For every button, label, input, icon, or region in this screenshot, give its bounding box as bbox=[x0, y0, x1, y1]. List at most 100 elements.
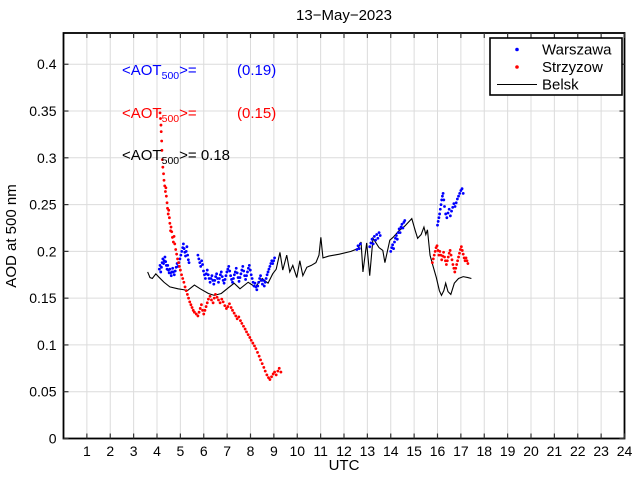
data-point bbox=[237, 279, 241, 283]
data-point bbox=[247, 264, 251, 267]
data-point bbox=[199, 264, 203, 268]
data-point bbox=[235, 271, 239, 275]
x-tick-label: 6 bbox=[200, 443, 208, 459]
data-point bbox=[435, 244, 439, 248]
data-point bbox=[169, 274, 173, 278]
chart-title: 13−May−2023 bbox=[296, 7, 392, 24]
data-point bbox=[377, 231, 381, 235]
data-point bbox=[248, 268, 252, 272]
warszawa-points bbox=[157, 187, 465, 292]
data-point bbox=[187, 261, 191, 265]
data-point bbox=[378, 234, 382, 237]
data-point bbox=[218, 273, 222, 277]
data-point bbox=[391, 243, 395, 247]
data-point bbox=[238, 276, 242, 279]
data-point bbox=[276, 369, 280, 373]
x-tick-label: 19 bbox=[500, 443, 516, 459]
data-point bbox=[277, 366, 281, 370]
data-point bbox=[163, 255, 167, 259]
data-point bbox=[190, 306, 194, 309]
data-point bbox=[161, 165, 165, 169]
data-point bbox=[401, 226, 405, 230]
data-point bbox=[395, 237, 399, 241]
data-point bbox=[259, 274, 262, 278]
data-point bbox=[450, 258, 454, 262]
data-point bbox=[239, 319, 242, 323]
data-point bbox=[452, 202, 456, 206]
data-point bbox=[455, 263, 459, 266]
x-tick-label: 22 bbox=[570, 443, 586, 459]
data-point bbox=[205, 268, 209, 272]
data-point bbox=[258, 277, 262, 280]
data-point bbox=[444, 263, 448, 266]
data-point bbox=[183, 285, 187, 289]
data-point bbox=[184, 289, 188, 293]
data-point bbox=[442, 198, 446, 202]
x-tick-label: 9 bbox=[270, 443, 278, 459]
data-point bbox=[185, 245, 189, 249]
data-point bbox=[253, 281, 257, 285]
data-point bbox=[279, 370, 283, 374]
data-point bbox=[232, 311, 236, 315]
data-point bbox=[265, 273, 269, 277]
data-point bbox=[257, 280, 261, 284]
data-point bbox=[181, 277, 185, 280]
data-point bbox=[370, 237, 374, 241]
data-point bbox=[436, 220, 440, 223]
data-point bbox=[196, 253, 200, 257]
data-point bbox=[389, 249, 393, 253]
data-point bbox=[198, 307, 202, 310]
aot-annotation: <AOT500>= 0.18 bbox=[122, 147, 230, 167]
data-point bbox=[226, 267, 230, 271]
data-point bbox=[262, 284, 266, 288]
y-tick-label: 0.25 bbox=[29, 197, 56, 213]
data-point bbox=[207, 297, 210, 301]
data-point bbox=[203, 308, 207, 312]
data-point bbox=[439, 203, 443, 206]
data-point bbox=[210, 274, 214, 278]
data-point bbox=[397, 227, 401, 231]
data-point bbox=[203, 277, 207, 280]
data-point bbox=[446, 255, 450, 259]
data-point bbox=[430, 261, 434, 265]
data-point bbox=[246, 266, 250, 270]
x-tick-label: 11 bbox=[313, 443, 328, 459]
data-point bbox=[200, 303, 203, 307]
y-tick-label: 0.4 bbox=[37, 56, 57, 72]
data-point bbox=[202, 312, 206, 316]
data-point bbox=[206, 273, 210, 277]
data-point bbox=[217, 280, 220, 284]
data-point bbox=[453, 270, 457, 274]
data-point bbox=[220, 297, 224, 301]
data-point bbox=[227, 264, 231, 268]
x-tick-label: 15 bbox=[406, 443, 422, 459]
data-point bbox=[398, 231, 402, 235]
data-point bbox=[159, 117, 162, 120]
data-point bbox=[167, 208, 171, 212]
data-point bbox=[443, 205, 446, 208]
x-tick-label: 2 bbox=[106, 443, 114, 459]
data-point bbox=[197, 257, 201, 261]
data-point bbox=[400, 222, 404, 226]
data-point bbox=[184, 254, 187, 258]
data-point bbox=[200, 259, 204, 263]
data-point bbox=[159, 130, 163, 134]
x-tick-label: 18 bbox=[476, 443, 492, 459]
data-point bbox=[257, 354, 261, 358]
data-point bbox=[464, 256, 468, 260]
data-point bbox=[165, 201, 169, 205]
data-point bbox=[457, 194, 460, 198]
data-point bbox=[212, 282, 216, 286]
data-point bbox=[440, 198, 444, 202]
x-tick-label: 24 bbox=[617, 443, 633, 459]
data-point bbox=[393, 240, 396, 244]
data-point bbox=[451, 206, 455, 209]
data-point bbox=[204, 305, 208, 308]
data-point bbox=[162, 172, 165, 176]
data-point bbox=[164, 260, 168, 264]
data-point bbox=[271, 262, 275, 265]
data-point bbox=[158, 111, 162, 115]
legend-box bbox=[489, 37, 623, 96]
